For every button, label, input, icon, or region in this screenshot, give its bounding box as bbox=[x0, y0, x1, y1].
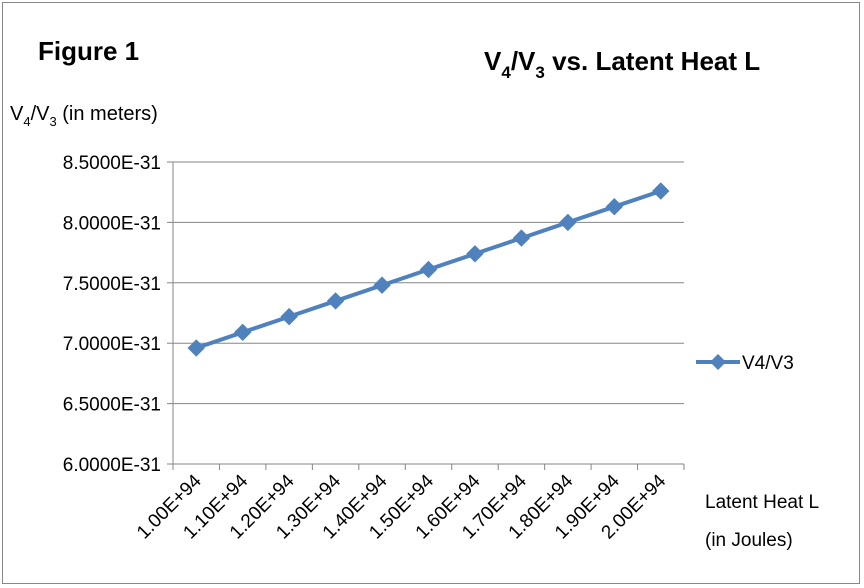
y-tick-label: 7.0000E-31 bbox=[63, 334, 161, 355]
y-tick-label: 6.5000E-31 bbox=[63, 395, 161, 416]
figure-label: Figure 1 bbox=[38, 36, 139, 66]
data-point-marker bbox=[373, 276, 391, 294]
data-point-marker bbox=[280, 307, 298, 326]
y-tick-label: 7.5000E-31 bbox=[63, 274, 161, 295]
chart-title: V4/V3 vs. Latent Heat L bbox=[484, 46, 760, 82]
data-point-marker bbox=[652, 182, 670, 200]
x-axis-label-line1: Latent Heat L bbox=[705, 492, 819, 513]
y-axis-label: V4/V3 (in meters) bbox=[10, 103, 158, 129]
y-tick-label: 6.0000E-31 bbox=[63, 455, 161, 476]
x-axis-label-line2: (in Joules) bbox=[705, 530, 793, 551]
data-point-marker bbox=[512, 229, 531, 247]
legend-marker bbox=[710, 354, 726, 370]
y-tick-label: 8.0000E-31 bbox=[63, 213, 161, 234]
data-point-marker bbox=[326, 292, 345, 310]
y-tick-label: 8.5000E-31 bbox=[63, 153, 161, 174]
data-point-marker bbox=[466, 245, 484, 263]
legend-label: V4/V3 bbox=[742, 353, 794, 374]
data-point-marker bbox=[233, 323, 252, 342]
data-point-marker bbox=[419, 260, 438, 279]
data-point-marker bbox=[605, 197, 624, 216]
data-point-marker bbox=[559, 213, 577, 232]
data-point-marker bbox=[187, 339, 205, 357]
